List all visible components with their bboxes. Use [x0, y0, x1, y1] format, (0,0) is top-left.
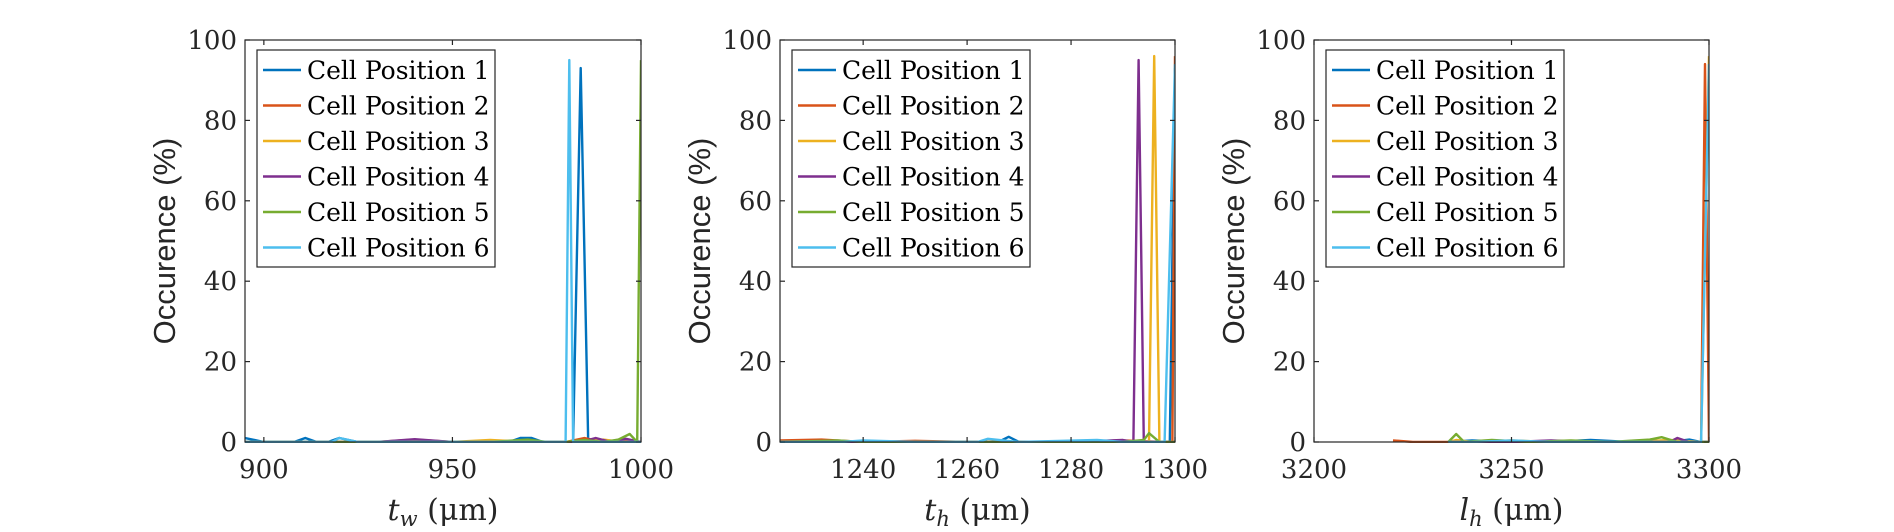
y-tick-label: 80 [739, 106, 772, 136]
legend-entry: Cell Position 3 [1376, 127, 1559, 156]
x-tick-label: 1300 [1142, 455, 1208, 485]
legend: Cell Position 1 Cell Position 2 Cell Posit… [256, 49, 496, 268]
series-line-5 [1447, 432, 1709, 443]
legend-entry: Cell Position 1 [1376, 56, 1559, 85]
y-tick-label: 100 [187, 26, 237, 56]
chart-panel-3: 0 20 40 60 80 100 3200 3250 3300 Occurence (%) lh … [1216, 26, 1742, 531]
y-tick-label: 100 [722, 26, 772, 56]
chart-panel-1: 0 20 40 60 80 100 900 950 1000 Occurence (%) tw (μ… [147, 26, 674, 531]
y-axis-title: Occurence (%) [1216, 138, 1251, 345]
legend-entry: Cell Position 2 [1376, 92, 1559, 121]
x-tick-label: 1260 [934, 455, 1000, 485]
x-tick-label: 3300 [1676, 455, 1742, 485]
legend-entry: Cell Position 4 [842, 163, 1025, 192]
y-tick-label: 80 [204, 106, 237, 136]
legend-entry: Cell Position 6 [842, 234, 1025, 263]
legend-entry: Cell Position 3 [842, 127, 1025, 156]
x-tick-label: 3200 [1281, 455, 1347, 485]
legend-entry: Cell Position 5 [1376, 198, 1559, 227]
legend-entry: Cell Position 5 [842, 198, 1025, 227]
x-tick-label: 900 [239, 455, 289, 485]
x-axis-title: tw (μm) [388, 493, 499, 531]
y-tick-label: 60 [739, 187, 772, 217]
legend-box [791, 49, 1031, 268]
legend-entry: Cell Position 2 [307, 92, 490, 121]
y-tick-label: 40 [1273, 267, 1306, 297]
x-axis-title: lh (μm) [1459, 493, 1563, 531]
axes-frame [779, 39, 1176, 443]
y-tick-label: 60 [204, 187, 237, 217]
legend-entry: Cell Position 4 [307, 163, 490, 192]
legend-box [256, 49, 496, 268]
x-tick-label: 3250 [1478, 455, 1544, 485]
legend-entry: Cell Position 6 [1376, 234, 1559, 263]
axes-frame [244, 39, 642, 443]
chart-panel-2: 0 20 40 60 80 100 1240 1260 1280 1300 Occurence (%… [682, 26, 1208, 531]
y-tick-label: 80 [1273, 106, 1306, 136]
y-tick-label: 0 [1289, 428, 1306, 458]
y-axis-title: Occurence (%) [682, 138, 717, 345]
legend-entry: Cell Position 5 [307, 198, 490, 227]
x-tick-label: 1000 [608, 455, 674, 485]
y-tick-label: 100 [1256, 26, 1306, 56]
legend: Cell Position 1 Cell Position 2 Cell Posit… [791, 49, 1031, 268]
y-tick-label: 40 [739, 267, 772, 297]
y-tick-label: 20 [1273, 348, 1306, 378]
x-axis-title: th (μm) [924, 493, 1030, 531]
legend-entry: Cell Position 2 [842, 92, 1025, 121]
legend: Cell Position 1 Cell Position 2 Cell Posit… [1325, 49, 1565, 268]
legend-entry: Cell Position 3 [307, 127, 490, 156]
x-tick-label: 1240 [830, 455, 896, 485]
y-axis-title: Occurence (%) [147, 138, 182, 345]
legend-entry: Cell Position 1 [307, 56, 490, 85]
x-tick-label: 1280 [1038, 455, 1104, 485]
y-tick-label: 60 [1273, 187, 1306, 217]
legend-entry: Cell Position 4 [1376, 163, 1559, 192]
y-tick-label: 20 [739, 348, 772, 378]
y-tick-label: 0 [755, 428, 772, 458]
y-tick-label: 20 [204, 348, 237, 378]
legend-box [1325, 49, 1565, 268]
legend-entry: Cell Position 1 [842, 56, 1025, 85]
y-tick-label: 0 [220, 428, 237, 458]
y-tick-label: 40 [204, 267, 237, 297]
x-tick-label: 950 [428, 455, 478, 485]
legend-entry: Cell Position 6 [307, 234, 490, 263]
